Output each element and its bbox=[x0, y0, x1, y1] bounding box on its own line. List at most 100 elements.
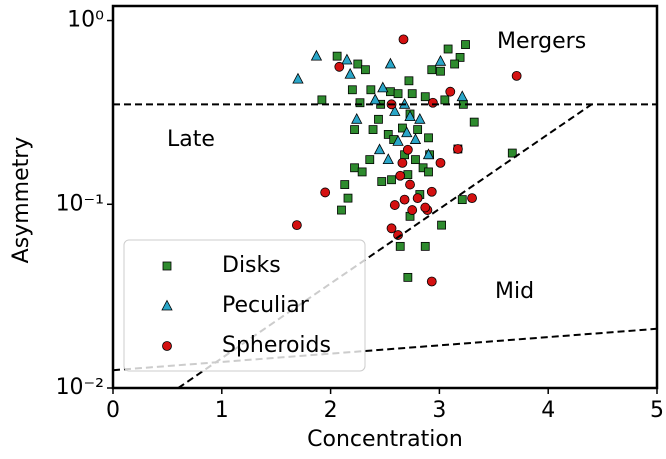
plot-frame bbox=[111, 4, 659, 390]
marker-circle bbox=[395, 170, 406, 181]
marker-triangle bbox=[373, 143, 386, 155]
marker-square bbox=[355, 98, 365, 108]
marker-triangle bbox=[404, 110, 416, 122]
marker-circle bbox=[162, 341, 172, 351]
marker-circle bbox=[397, 157, 408, 168]
legend-label: Disks bbox=[222, 253, 281, 278]
marker-square bbox=[162, 261, 172, 271]
marker-triangle bbox=[292, 72, 304, 84]
marker-circle bbox=[389, 200, 400, 210]
marker-square bbox=[411, 155, 420, 165]
marker-square bbox=[403, 272, 413, 282]
marker-square bbox=[440, 95, 450, 105]
x-axis-label: Concentration bbox=[307, 427, 463, 452]
region-label: Mid bbox=[495, 279, 534, 304]
marker-square bbox=[469, 117, 479, 127]
marker-circle bbox=[405, 179, 415, 190]
x-tick-label: 1 bbox=[215, 398, 229, 423]
marker-triangle bbox=[392, 135, 404, 146]
marker-square bbox=[437, 220, 446, 230]
marker-square bbox=[368, 125, 378, 134]
marker-circle bbox=[435, 157, 446, 168]
marker-square bbox=[350, 125, 359, 134]
marker-square bbox=[365, 155, 375, 165]
marker-square bbox=[407, 89, 417, 99]
marker-circle bbox=[420, 202, 431, 213]
marker-square bbox=[366, 85, 376, 95]
marker-square bbox=[450, 59, 460, 69]
marker-square bbox=[443, 44, 453, 54]
marker-square bbox=[420, 241, 430, 251]
x-tick-label: 3 bbox=[432, 398, 446, 423]
marker-square bbox=[343, 193, 353, 203]
marker-circle bbox=[511, 70, 522, 81]
marker-triangle bbox=[310, 49, 323, 61]
marker-circle bbox=[452, 144, 463, 154]
marker-triangle bbox=[341, 53, 353, 65]
marker-triangle bbox=[344, 67, 356, 79]
marker-circle bbox=[291, 220, 302, 231]
x-tick-label: 0 bbox=[106, 398, 120, 423]
y-tick-label: 10⁰ bbox=[67, 8, 104, 33]
legend: Disks Peculiar Spheroids bbox=[123, 239, 366, 372]
y-tick-label: 10⁻¹ bbox=[56, 191, 104, 216]
marker-triangle bbox=[414, 112, 426, 124]
marker-triangle bbox=[382, 153, 394, 165]
marker-square bbox=[353, 59, 363, 69]
marker-square bbox=[395, 241, 405, 251]
marker-square bbox=[436, 66, 445, 76]
legend-label: Peculiar bbox=[222, 293, 310, 318]
marker-circle bbox=[402, 144, 413, 155]
x-tick-label: 2 bbox=[324, 398, 338, 423]
marker-triangle bbox=[389, 105, 401, 116]
marker-triangle bbox=[401, 126, 413, 138]
marker-square bbox=[332, 51, 342, 61]
y-axis-label: Asymmetry bbox=[9, 137, 34, 264]
marker-circle bbox=[412, 193, 423, 204]
marker-circle bbox=[386, 223, 397, 234]
marker-square bbox=[377, 177, 387, 186]
y-tick-label: 10⁻² bbox=[56, 375, 104, 400]
marker-square bbox=[457, 195, 467, 205]
marker-circle bbox=[445, 86, 456, 97]
marker-square bbox=[455, 53, 465, 62]
marker-triangle bbox=[351, 112, 363, 124]
marker-square bbox=[403, 170, 413, 180]
region-label: Mergers bbox=[497, 29, 586, 54]
marker-square bbox=[420, 92, 430, 102]
marker-circle bbox=[467, 193, 477, 204]
marker-circle bbox=[398, 34, 409, 45]
marker-circle bbox=[426, 186, 437, 197]
marker-circle bbox=[426, 276, 437, 287]
marker-triangle bbox=[369, 93, 381, 105]
marker-circle bbox=[407, 205, 418, 215]
marker-square bbox=[340, 180, 350, 189]
marker-square bbox=[424, 167, 433, 177]
marker-circle bbox=[427, 97, 438, 108]
marker-square bbox=[317, 95, 327, 105]
marker-triangle bbox=[422, 148, 435, 160]
marker-square bbox=[404, 76, 414, 86]
x-tick-label: 5 bbox=[650, 398, 664, 423]
marker-triangle bbox=[409, 133, 422, 144]
marker-square bbox=[383, 130, 393, 139]
marker-square bbox=[361, 65, 370, 75]
legend-label: Spheroids bbox=[222, 333, 331, 358]
region-label: Late bbox=[167, 127, 215, 152]
marker-circle bbox=[334, 61, 345, 72]
marker-square bbox=[461, 40, 470, 49]
marker-circle bbox=[320, 187, 331, 198]
marker-square bbox=[424, 133, 433, 143]
marker-square bbox=[507, 148, 517, 158]
marker-square bbox=[374, 114, 383, 124]
marker-triangle bbox=[161, 299, 173, 311]
x-tick-label: 4 bbox=[541, 398, 555, 423]
marker-square bbox=[393, 89, 403, 99]
marker-triangle bbox=[377, 81, 389, 93]
marker-square bbox=[347, 85, 357, 95]
marker-circle bbox=[393, 230, 403, 240]
legend-box bbox=[123, 239, 366, 372]
marker-triangle bbox=[434, 54, 447, 66]
marker-triangle bbox=[456, 90, 468, 102]
